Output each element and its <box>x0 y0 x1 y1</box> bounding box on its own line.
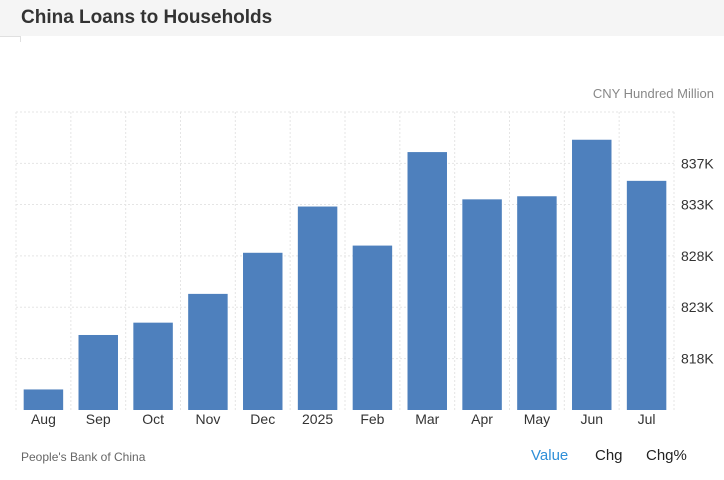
grid-lines <box>15 111 675 410</box>
bar-nov[interactable] <box>188 293 228 410</box>
y-tick-label: 828K <box>681 248 714 264</box>
chart-title: China Loans to Households <box>21 7 273 28</box>
value-toggle[interactable]: Value <box>531 447 569 464</box>
bar-mar[interactable] <box>407 152 447 410</box>
x-tick-label: Aug <box>31 411 56 427</box>
y-tick-label: 833K <box>681 196 714 212</box>
bars <box>23 139 667 411</box>
x-tick-label: May <box>524 411 550 427</box>
chg-toggle[interactable]: Chg <box>595 447 623 464</box>
x-tick-label: Nov <box>195 411 220 427</box>
x-axis-labels: Aug Sep Oct Nov Dec 2025 Feb Mar Apr May Jun Jul <box>31 411 656 427</box>
chg-pct-toggle[interactable]: Chg% <box>646 447 687 464</box>
bar-feb[interactable] <box>352 245 393 410</box>
x-tick-label: 2025 <box>302 411 333 427</box>
bar-sep[interactable] <box>78 334 118 410</box>
x-tick-label: Mar <box>415 411 439 427</box>
x-tick-label: Jul <box>638 411 656 427</box>
chart-header <box>0 0 724 36</box>
bar-aug[interactable] <box>23 389 64 410</box>
x-tick-label: Apr <box>471 411 493 427</box>
y-tick-label: 837K <box>681 155 714 171</box>
x-tick-label: Oct <box>142 411 164 427</box>
y-tick-label: 823K <box>681 299 714 315</box>
unit-label: CNY Hundred Million <box>592 86 714 101</box>
header-divider <box>0 36 21 42</box>
x-tick-label: Dec <box>250 411 275 427</box>
x-tick-label: Sep <box>86 411 111 427</box>
x-tick-label: Feb <box>360 411 384 427</box>
bar-jul[interactable] <box>626 180 667 410</box>
bar-chart: Aug Sep Oct Nov Dec 2025 Feb Mar Apr May Jun Jul 81… <box>15 111 714 427</box>
bar-jun[interactable] <box>572 139 612 411</box>
y-tick-label: 818K <box>681 351 714 367</box>
y-axis-labels: 818K 823K 828K 833K 837K <box>681 155 714 366</box>
bar-2025[interactable] <box>297 206 338 410</box>
bar-may[interactable] <box>517 196 557 410</box>
bar-dec[interactable] <box>243 252 283 410</box>
source-label: People's Bank of China <box>21 450 146 464</box>
x-tick-label: Jun <box>580 411 603 427</box>
bar-oct[interactable] <box>133 322 173 410</box>
bar-apr[interactable] <box>462 199 502 410</box>
